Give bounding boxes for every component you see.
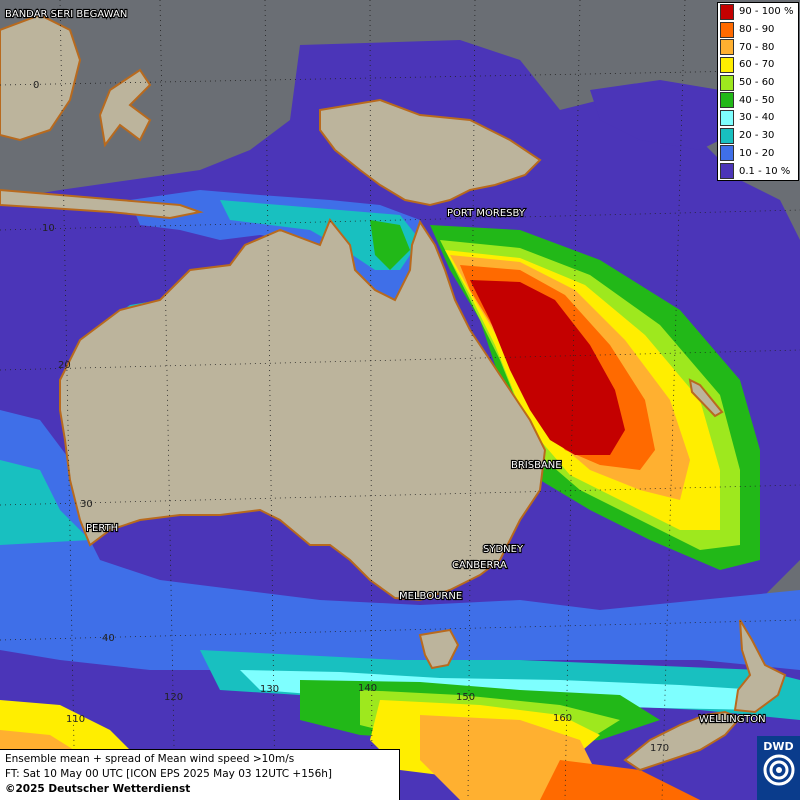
city-brisbane: BRISBANE (511, 460, 562, 471)
city-wellington: WELLINGTON (699, 714, 766, 725)
legend-label: 40 - 50 (739, 94, 775, 106)
legend-row: 60 - 70 (718, 56, 798, 74)
city-sydney: SYDNEY (483, 544, 524, 555)
lat-label-0: 0 (33, 80, 39, 91)
band-10-20 (0, 410, 800, 670)
band-0-10-nwpatch (590, 80, 740, 150)
legend-row: 40 - 50 (718, 91, 798, 109)
lat-label-40: 40 (102, 633, 115, 644)
legend-label: 70 - 80 (739, 41, 775, 53)
dwd-logo: DWD (757, 736, 800, 800)
lon-line-170 (661, 0, 686, 800)
legend-row: 90 - 100 % (718, 3, 798, 21)
land (0, 13, 787, 772)
legend-label: 10 - 20 (739, 147, 775, 159)
legend-label: 80 - 90 (739, 24, 775, 36)
legend-row: 0.1 - 10 % (718, 162, 798, 180)
legend-label: 20 - 30 (739, 130, 775, 142)
dwd-logo-text: DWD (763, 740, 794, 753)
band-coral-90-100 (470, 280, 625, 455)
legend-swatch (720, 145, 734, 162)
java-islands (0, 188, 204, 220)
dwd-swirl-icon (763, 754, 794, 786)
nz-south-island (623, 710, 742, 772)
legend: 90 - 100 % 80 - 90 70 - 80 60 - 70 50 - 60 40… (717, 2, 799, 181)
lon-label-130: 130 (260, 684, 279, 695)
lon-line-160 (564, 0, 581, 800)
lon-label-160: 160 (553, 713, 572, 724)
lat-line-0 (0, 69, 800, 86)
lat-label-10: 10 (42, 223, 55, 234)
lon-label-120: 120 (164, 692, 183, 703)
new-guinea (319, 98, 542, 207)
legend-label: 90 - 100 % (739, 6, 794, 18)
legend-swatch (720, 21, 734, 38)
legend-swatch (720, 109, 734, 126)
legend-swatch (720, 127, 734, 144)
info-box: Ensemble mean + spread of Mean wind spee… (0, 749, 400, 800)
tasmania (418, 628, 460, 670)
lon-line-110 (59, 0, 76, 800)
legend-swatch (720, 92, 734, 109)
legend-row: 80 - 90 (718, 21, 798, 39)
band-20-30 (0, 460, 90, 545)
legend-swatch (720, 163, 734, 180)
lon-line-150 (467, 0, 476, 800)
info-copyright: ©2025 Deutscher Wetterdienst (5, 783, 191, 795)
nz-north-island (733, 619, 787, 714)
legend-row: 20 - 30 (718, 127, 798, 145)
sulawesi (98, 68, 152, 148)
legend-row: 70 - 80 (718, 38, 798, 56)
lat-line-40 (0, 619, 800, 641)
info-line-forecast-time: FT: Sat 10 May 00 UTC [ICON EPS 2025 May… (5, 768, 332, 780)
lon-label-150: 150 (456, 692, 475, 703)
lat-line-30 (0, 484, 800, 506)
legend-swatch (720, 56, 734, 73)
lon-label-110: 110 (66, 714, 85, 725)
city-perth: PERTH (86, 523, 118, 534)
legend-row: 30 - 40 (718, 109, 798, 127)
lat-label-30: 30 (80, 499, 93, 510)
band-north-cyan (220, 200, 420, 270)
legend-label: 30 - 40 (739, 112, 775, 124)
lat-line-10 (0, 209, 800, 231)
lat-line-20 (0, 349, 800, 371)
city-labels: BANDAR SERI BEGAWAN PORT MORESBY BRISBAN… (4, 8, 767, 726)
legend-label: 50 - 60 (739, 77, 775, 89)
legend-swatch (720, 74, 734, 91)
info-line-product: Ensemble mean + spread of Mean wind spee… (5, 753, 295, 765)
australia-mainland (59, 218, 547, 602)
city-bandar-seri-begawan: BANDAR SERI BEGAWAN (5, 9, 127, 20)
band-se-red (540, 760, 700, 800)
legend-swatch (720, 39, 734, 56)
lon-label-140: 140 (358, 683, 377, 694)
legend-label: 60 - 70 (739, 59, 775, 71)
new-caledonia (688, 378, 724, 418)
city-canberra: CANBERRA (452, 560, 507, 571)
lon-line-120 (159, 0, 176, 800)
legend-row: 50 - 60 (718, 74, 798, 92)
lat-label-20: 20 (58, 360, 71, 371)
legend-row: 10 - 20 (718, 145, 798, 163)
city-port-moresby: PORT MORESBY (447, 208, 526, 219)
lon-label-170: 170 (650, 743, 669, 754)
legend-swatch (720, 3, 734, 20)
grid-labels: 0 10 20 30 40 110 120 130 140 150 160 17… (33, 80, 669, 754)
legend-label: 0.1 - 10 % (739, 165, 791, 177)
band-north-green (370, 220, 410, 270)
lon-line-140 (369, 0, 373, 800)
lon-line-130 (264, 0, 276, 800)
city-melbourne: MELBOURNE (399, 591, 462, 602)
borneo (0, 13, 82, 142)
